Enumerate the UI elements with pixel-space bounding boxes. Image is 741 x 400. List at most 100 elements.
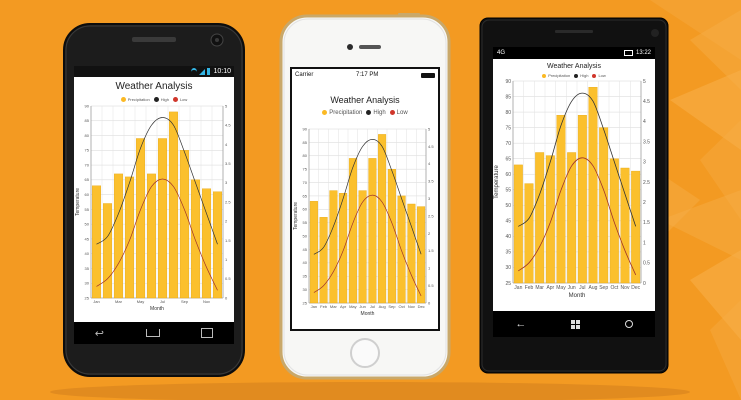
chart-legend: Precipitation High Low — [493, 73, 655, 78]
y2-tick-label: 2.5 — [643, 180, 650, 186]
y-tick-label: 65 — [303, 193, 308, 198]
y-tick-label: 25 — [85, 295, 90, 300]
x-tick-label: Mar — [115, 299, 123, 304]
legend-label: High — [580, 73, 589, 78]
legend-marker — [574, 73, 579, 78]
bar-precipitation[interactable] — [358, 190, 367, 304]
legend-marker — [592, 73, 597, 78]
bar-precipitation[interactable] — [157, 138, 167, 299]
bar-precipitation[interactable] — [319, 217, 328, 304]
legend-label: Low — [179, 97, 188, 102]
bar-precipitation[interactable] — [168, 111, 178, 299]
y2-tick-label: 4.5 — [643, 99, 650, 105]
y2-tick-label: 0 — [428, 300, 431, 305]
bar-precipitation[interactable] — [513, 164, 523, 284]
y-tick-label: 60 — [505, 172, 511, 178]
bar-precipitation[interactable] — [136, 138, 146, 299]
legend-item[interactable]: High — [574, 73, 588, 78]
chart-legend: Precipitation High Low — [74, 97, 234, 103]
y-tick-label: 80 — [303, 153, 308, 158]
line-high[interactable] — [96, 117, 218, 245]
home-icon[interactable] — [145, 329, 160, 337]
bar-precipitation[interactable] — [348, 158, 357, 304]
windows-screen: 4G 13:22 Weather Analysis Precipitation Hi… — [493, 47, 655, 337]
bar-precipitation[interactable] — [387, 168, 396, 304]
back-icon[interactable]: ↩ — [94, 327, 105, 340]
background-triangle — [660, 190, 741, 260]
bar-precipitation[interactable] — [212, 191, 222, 299]
legend-item[interactable]: High — [366, 110, 386, 116]
y-tick-label: 85 — [505, 94, 511, 100]
bar-precipitation[interactable] — [599, 127, 609, 284]
x-tick-label: Jul — [579, 285, 585, 291]
x-tick-label: Jul — [160, 299, 165, 304]
bar-precipitation[interactable] — [556, 115, 566, 284]
bar-precipitation[interactable] — [190, 179, 200, 299]
windows-nav-bar: ← — [493, 311, 655, 337]
bar-precipitation[interactable] — [103, 203, 113, 299]
legend-marker — [153, 97, 159, 103]
legend-item[interactable]: Low — [592, 73, 606, 78]
bar-precipitation[interactable] — [535, 152, 545, 284]
bar-precipitation[interactable] — [201, 188, 211, 299]
windows-icon[interactable] — [570, 319, 580, 329]
bar-precipitation[interactable] — [567, 152, 577, 284]
legend-item[interactable]: Precipitation — [542, 73, 570, 78]
legend-marker — [389, 110, 395, 115]
bar-precipitation[interactable] — [417, 206, 426, 304]
bar-precipitation[interactable] — [125, 176, 135, 299]
bar-precipitation[interactable] — [309, 201, 318, 304]
back-icon[interactable]: ← — [515, 318, 527, 330]
bar-precipitation[interactable] — [631, 170, 641, 284]
bar-precipitation[interactable] — [609, 158, 619, 284]
chart-title: Weather Analysis — [547, 63, 601, 70]
bar-precipitation[interactable] — [545, 155, 555, 284]
bar-precipitation[interactable] — [146, 173, 156, 299]
x-axis-title: Month — [150, 306, 164, 312]
y-tick-label: 60 — [303, 207, 308, 212]
bar-precipitation[interactable] — [114, 173, 124, 299]
bar-precipitation[interactable] — [407, 203, 416, 304]
y2-tick-label: 5 — [428, 126, 431, 131]
line-high[interactable] — [313, 139, 422, 255]
y-tick-label: 45 — [505, 219, 511, 225]
status-time: 13:22 — [635, 50, 651, 56]
legend-item[interactable]: Low — [389, 110, 408, 116]
bar-precipitation[interactable] — [397, 195, 406, 304]
chart-plot: 253035404550556065707580859000.511.522.5… — [494, 79, 650, 299]
x-tick-label: Sep — [388, 304, 396, 309]
bar-precipitation[interactable] — [329, 190, 338, 304]
y2-tick-label: 5 — [225, 103, 228, 108]
bar-precipitation[interactable] — [620, 167, 630, 284]
legend-item[interactable]: High — [153, 97, 169, 103]
bar-precipitation[interactable] — [577, 115, 587, 284]
line-low[interactable] — [313, 194, 422, 297]
search-icon[interactable] — [624, 320, 633, 328]
legend-item[interactable]: Precipitation — [120, 97, 150, 103]
bar-precipitation[interactable] — [339, 192, 348, 304]
line-high[interactable] — [518, 92, 637, 227]
bar-precipitation[interactable] — [524, 183, 534, 284]
recent-apps-icon[interactable] — [201, 328, 214, 338]
signal-icon — [199, 68, 206, 75]
x-tick-label: Apr — [340, 304, 347, 309]
bar-precipitation[interactable] — [92, 185, 102, 299]
bar-precipitation[interactable] — [378, 134, 387, 304]
x-tick-label: Jan — [311, 304, 317, 309]
legend-item[interactable]: Low — [172, 97, 188, 103]
line-low[interactable] — [96, 178, 218, 291]
x-tick-label: Nov — [203, 299, 210, 304]
bar-precipitation[interactable] — [179, 150, 189, 299]
bar-precipitation[interactable] — [368, 158, 377, 304]
x-tick-label: Apr — [546, 285, 554, 291]
y-tick-label: 90 — [303, 126, 308, 131]
y-tick-label: 40 — [505, 234, 511, 240]
y-tick-label: 35 — [303, 274, 308, 279]
bar-precipitation[interactable] — [588, 87, 598, 284]
line-low[interactable] — [518, 157, 637, 276]
legend-item[interactable]: Precipitation — [322, 110, 362, 116]
x-tick-label: Jun — [359, 304, 365, 309]
x-tick-label: May — [556, 285, 566, 291]
legend-marker — [366, 110, 372, 115]
chart-plot: 253035404550556065707580859000.511.522.5… — [75, 103, 231, 312]
